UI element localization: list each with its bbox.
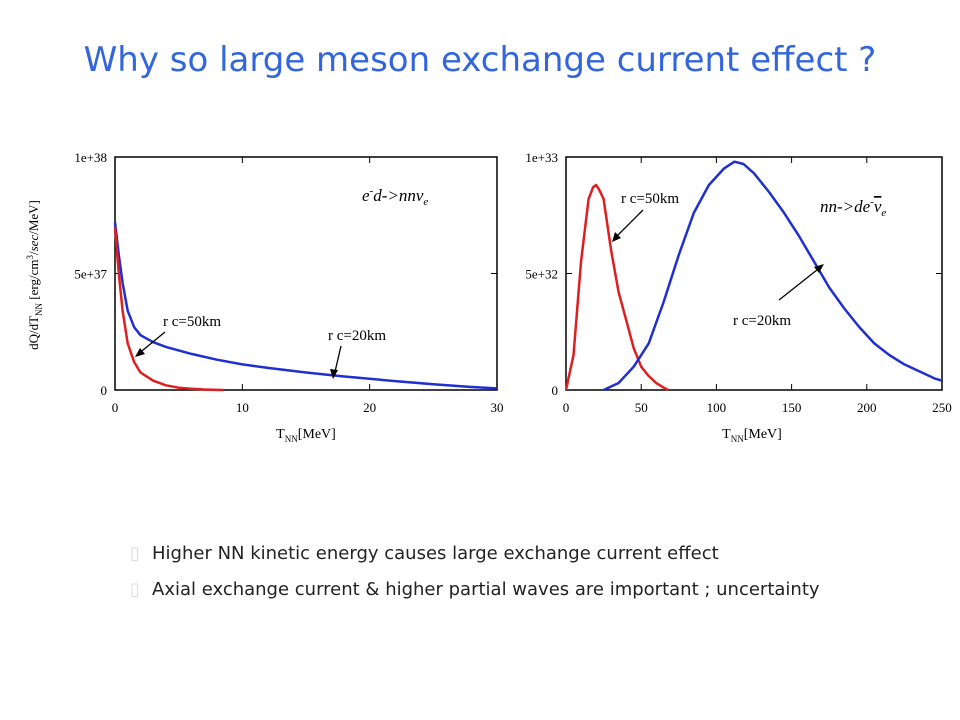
- chart-right-arrowhead-rc20: [814, 264, 824, 273]
- chart-right-xtick-label: 200: [857, 400, 877, 415]
- bullet-list: ▯ Higher NN kinetic energy causes large e…: [130, 540, 820, 612]
- chart-left-ytick-label: 0: [101, 383, 108, 398]
- chart-left-plot-area: 0 10 20 30 0 5e+37 1e+38: [74, 150, 503, 415]
- chart-right-plot-area: 0 50 100 150 200 250 0 5e+32 1e+33: [525, 150, 951, 415]
- chart-right-xtick-label: 0: [563, 400, 570, 415]
- chart-left-annot-rc50: r c=50km: [163, 314, 221, 330]
- chart-left-frame: [114, 156, 498, 391]
- chart-left-series-rc-50km: [113, 226, 224, 392]
- chart-right-xlabel: TNN[MeV]: [722, 427, 782, 444]
- bullet-marker-icon: ▯: [130, 543, 140, 564]
- chart-right-arrowhead-rc50: [612, 232, 621, 242]
- chart-left-annot-rc20: r c=20km: [328, 328, 386, 344]
- bullet-text: Axial exchange current & higher partial …: [152, 579, 820, 600]
- chart-right-series-rc-50km: [564, 183, 669, 392]
- chart-right-annot-rc20: r c=20km: [733, 313, 791, 329]
- chart-right-xtick-label: 250: [932, 400, 952, 415]
- slide-title: Why so large meson exchange current effe…: [83, 40, 877, 80]
- chart-left-xtick-label: 30: [491, 400, 504, 415]
- chart-right-arrow-rc50: [613, 209, 644, 240]
- chart-left-xtick-label: 0: [112, 400, 119, 415]
- chart-right: 0 50 100 150 200 250 0 5e+32 1e+33 TNN[MeV] nn->…: [525, 150, 951, 444]
- chart-right-ytick-label: 0: [552, 383, 559, 398]
- chart-right-ytick-label: 1e+33: [525, 150, 558, 165]
- chart-right-reaction: nn->de-νe: [820, 196, 886, 219]
- chart-left-ytick-label: 5e+37: [74, 267, 107, 282]
- chart-left-xtick-label: 20: [363, 400, 376, 415]
- chart-left-arrowhead-rc20: [330, 369, 338, 379]
- chart-left-xlabel: TNN[MeV]: [276, 427, 336, 444]
- chart-right-series-rc-20km: [603, 160, 943, 392]
- bullet-text: Higher NN kinetic energy causes large ex…: [152, 543, 719, 564]
- chart-left-ytick-label: 1e+38: [74, 150, 107, 165]
- chart-right-arrow-rc20: [778, 265, 823, 301]
- chart-right-xtick-label: 100: [707, 400, 727, 415]
- chart-left-reaction: e-d->nnνe: [362, 185, 428, 208]
- bullet-item: ▯ Axial exchange current & higher partial…: [130, 576, 820, 612]
- chart-left-ylabel: dQ/dTNN [erg/cm3/sec/MeV]: [25, 200, 44, 350]
- chart-left-series-rc-20km: [113, 222, 498, 390]
- chart-left-xtick-label: 10: [236, 400, 249, 415]
- bullet-marker-icon: ▯: [130, 579, 140, 600]
- chart-right-ytick-label: 5e+32: [525, 267, 558, 282]
- chart-right-xtick-label: 150: [782, 400, 802, 415]
- chart-right-annot-rc50: r c=50km: [621, 191, 679, 207]
- chart-right-xtick-label: 50: [635, 400, 648, 415]
- chart-left-arrowhead-rc50: [135, 348, 145, 357]
- bullet-item: ▯ Higher NN kinetic energy causes large e…: [130, 540, 820, 576]
- chart-left: 0 10 20 30 0 5e+37 1e+38 dQ/dTNN [erg/cm3/sec/…: [25, 150, 504, 444]
